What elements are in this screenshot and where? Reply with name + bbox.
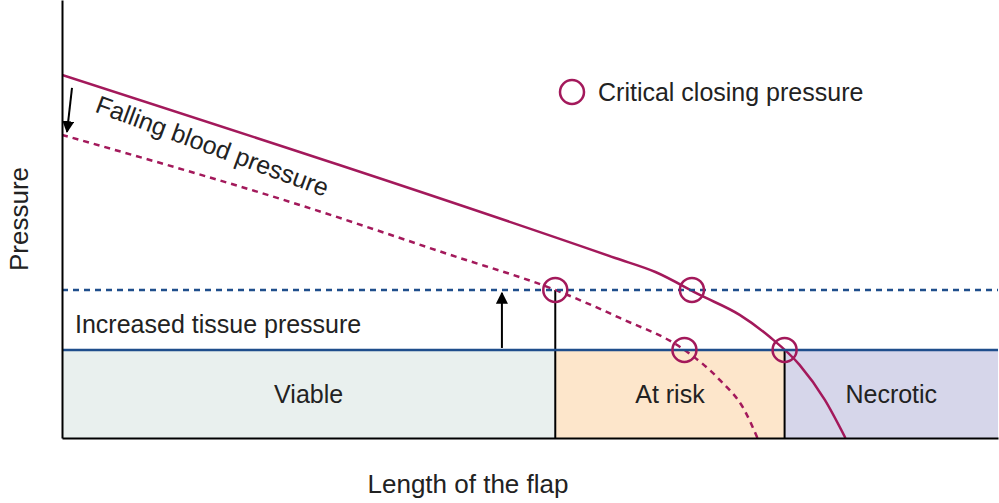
region xyxy=(62,350,555,438)
plot: Viable At risk Necrotic Falling blood press… xyxy=(62,1,999,439)
x-axis-title: Length of the flap xyxy=(368,469,569,499)
critical-point xyxy=(672,338,696,362)
annotation: Increased tissue pressure xyxy=(75,310,361,338)
region-boundary xyxy=(554,290,556,438)
x-axis xyxy=(63,438,999,439)
legend: Critical closing pressure xyxy=(560,78,863,106)
line xyxy=(62,289,998,292)
annotation: Falling blood pressure xyxy=(92,90,332,202)
legend-label: Critical closing pressure xyxy=(598,78,863,106)
chart: Viable At risk Necrotic Falling blood press… xyxy=(0,0,999,503)
region xyxy=(785,350,998,438)
axis-line xyxy=(62,1,64,439)
line xyxy=(62,135,757,438)
region xyxy=(555,350,784,438)
legend-symbol xyxy=(560,80,584,104)
y-axis xyxy=(62,1,63,439)
axis-line xyxy=(63,438,999,440)
y-axis-title: Pressure xyxy=(4,167,34,271)
region-label: At risk xyxy=(635,380,705,408)
arrow xyxy=(67,88,72,132)
arrow xyxy=(501,293,503,348)
critical-point xyxy=(773,338,797,362)
line xyxy=(62,349,998,352)
critical-point xyxy=(680,278,704,302)
marks xyxy=(62,75,998,438)
region-label: Viable xyxy=(274,380,343,408)
line xyxy=(62,75,845,438)
region-label: Necrotic xyxy=(845,380,937,408)
critical-point xyxy=(543,278,567,302)
